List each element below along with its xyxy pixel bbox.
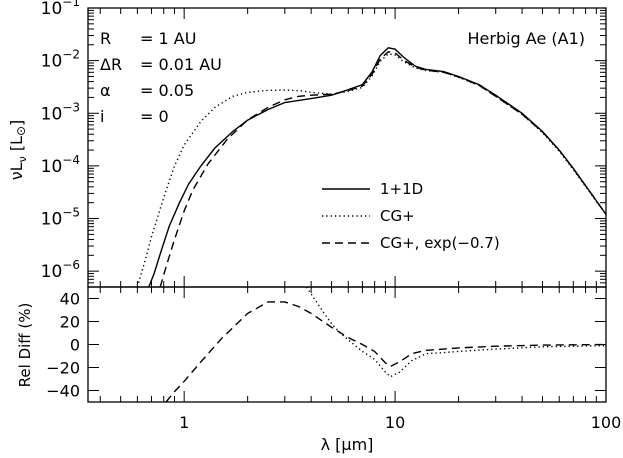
rel-diff-axis-ticks: 1 10 100 −40 −20 0 20 40 <box>46 287 621 432</box>
legend-label-1p1d: 1+1D <box>380 180 423 198</box>
y-label-unit: [L <box>7 136 26 156</box>
parameter-block: R = 1 AU ΔR = 0.01 AU α = 0.05 i = 0 <box>100 29 222 126</box>
rel-diff-series-dashed <box>165 301 607 403</box>
sed-y-tick-label: 10−5 <box>41 206 80 230</box>
legend-label-cgplus-exp: CG+, exp(−0.7) <box>380 234 500 252</box>
sed-y-tick-exponent: −4 <box>62 153 80 167</box>
legend: 1+1D CG+ CG+, exp(−0.7) <box>322 180 500 252</box>
sed-y-tick-label: 10−6 <box>41 258 80 282</box>
y-label-sub: ν <box>16 156 29 162</box>
sed-y-tick-base: 10 <box>41 210 63 230</box>
rel-diff-plot-frame <box>87 286 607 403</box>
sed-axis-ticks: 10−610−510−410−310−210−1 <box>41 0 607 287</box>
sed-y-tick-label: 10−1 <box>41 0 80 19</box>
rel-diff-y-tick-label: −40 <box>46 382 80 401</box>
sed-y-tick-base: 10 <box>41 0 63 19</box>
sed-series-solid <box>148 47 607 288</box>
param-r-name: R <box>100 29 111 48</box>
y-label-sun: ⊙ <box>14 126 28 136</box>
param-alpha-name: α <box>100 81 111 100</box>
sed-y-tick-label: 10−2 <box>41 48 80 72</box>
herbig-ae-annotation: Herbig Ae (A1) <box>468 29 586 48</box>
param-dr-value: = 0.01 AU <box>140 55 222 74</box>
param-i-value: = 0 <box>140 107 169 126</box>
sed-y-tick-base: 10 <box>41 157 63 177</box>
legend-label-cgplus: CG+ <box>380 207 415 225</box>
sed-y-tick-exponent: −5 <box>62 206 80 220</box>
sed-y-tick-base: 10 <box>41 52 63 72</box>
sed-y-tick-base: 10 <box>41 262 63 282</box>
rel-diff-y-tick-label: 40 <box>60 290 80 309</box>
x-tick-label: 1 <box>179 413 189 432</box>
sed-panel: 10−610−510−410−310−210−1 Herbig Ae (A1) … <box>7 0 607 288</box>
rel-diff-y-tick-label: −20 <box>46 359 80 378</box>
param-r-value: = 1 AU <box>140 29 196 48</box>
rel-diff-series <box>165 286 607 403</box>
sed-y-tick-exponent: −1 <box>62 0 80 9</box>
y-label-end: ] <box>7 120 26 126</box>
sed-y-tick-label: 10−4 <box>41 153 80 177</box>
x-tick-label: 100 <box>591 413 622 432</box>
sed-plot-frame <box>87 7 607 288</box>
rel-diff-y-tick-label: 20 <box>60 313 80 332</box>
sed-y-tick-exponent: −2 <box>62 48 80 62</box>
x-axis-label: λ [μm] <box>321 435 374 454</box>
sed-y-axis-label: νLν [L⊙] <box>7 120 29 181</box>
sed-y-tick-label: 10−3 <box>41 100 80 124</box>
x-tick-label: 10 <box>385 413 405 432</box>
sed-series-dotted <box>136 53 607 288</box>
rel-diff-series-dotted <box>305 286 607 378</box>
sed-y-tick-exponent: −6 <box>62 258 80 272</box>
sed-y-tick-base: 10 <box>41 104 63 124</box>
sed-y-tick-exponent: −3 <box>62 100 80 114</box>
y-label-nu-l: νL <box>7 162 26 180</box>
param-i-name: i <box>100 107 104 126</box>
sed-series <box>136 47 607 288</box>
sed-series-dashed <box>159 50 607 288</box>
param-alpha-value: = 0.05 <box>140 81 194 100</box>
rel-diff-panel: 1 10 100 −40 −20 0 20 40 Rel Diff (%) λ [μm] <box>16 286 621 454</box>
rel-diff-y-tick-label: 0 <box>70 336 80 355</box>
param-dr-name: ΔR <box>100 55 122 74</box>
rel-diff-y-axis-label: Rel Diff (%) <box>16 303 34 388</box>
